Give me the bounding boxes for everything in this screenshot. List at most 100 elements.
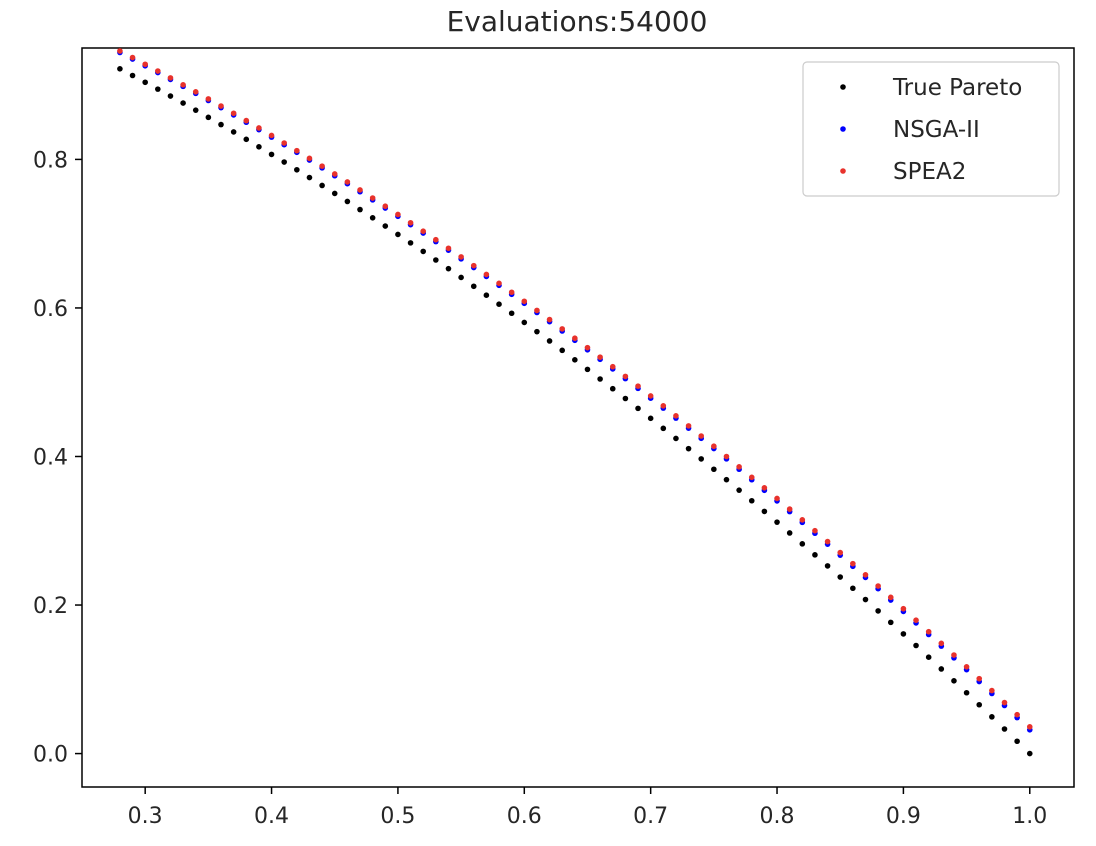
y-tick-label: 0.2	[33, 594, 68, 619]
legend-marker	[840, 168, 846, 174]
data-point	[786, 506, 793, 512]
y-tick-label: 0.6	[33, 297, 68, 322]
legend-label: True Pareto	[892, 75, 1022, 101]
data-point	[294, 147, 300, 154]
data-point	[319, 182, 325, 189]
data-point	[597, 376, 603, 382]
data-point	[774, 495, 780, 502]
x-tick-label: 0.9	[886, 804, 921, 829]
data-point	[458, 254, 464, 260]
data-point	[420, 248, 427, 255]
data-point	[230, 129, 237, 135]
data-point	[521, 298, 528, 305]
data-point	[433, 236, 439, 243]
data-point	[698, 433, 705, 439]
data-point	[331, 190, 338, 197]
data-point	[508, 289, 515, 296]
data-point	[609, 363, 616, 370]
data-point	[951, 678, 957, 684]
data-point	[243, 136, 250, 143]
data-point	[369, 215, 376, 221]
data-point	[218, 103, 224, 109]
data-point	[470, 262, 477, 269]
data-point	[281, 140, 287, 146]
data-point	[306, 155, 313, 162]
data-point	[407, 219, 414, 226]
data-point	[837, 549, 844, 556]
data-point	[660, 425, 667, 432]
data-point	[142, 79, 148, 86]
data-point	[496, 280, 502, 287]
data-point	[268, 151, 275, 158]
data-point	[748, 497, 755, 504]
data-point	[622, 373, 629, 380]
data-point	[925, 654, 932, 660]
data-point	[534, 328, 540, 335]
data-point	[1026, 724, 1033, 730]
data-point	[761, 508, 768, 515]
data-point	[180, 100, 186, 106]
x-tick-label: 0.3	[128, 804, 163, 829]
data-point	[635, 383, 641, 389]
data-point	[572, 357, 578, 363]
data-point	[420, 228, 427, 234]
data-point	[799, 517, 806, 523]
data-point	[218, 121, 224, 128]
y-tick-label: 0.8	[33, 148, 68, 173]
data-point	[989, 687, 995, 694]
data-point	[534, 307, 540, 314]
x-tick-label: 0.6	[507, 804, 542, 829]
data-point	[723, 476, 730, 483]
data-point	[938, 640, 945, 647]
data-point	[344, 198, 351, 205]
data-point	[129, 72, 136, 79]
data-point	[862, 596, 869, 603]
data-point	[205, 114, 212, 121]
data-point	[1001, 699, 1008, 706]
y-tick-label: 0.4	[33, 445, 68, 470]
data-point	[635, 405, 641, 412]
data-point	[887, 619, 894, 626]
data-point	[205, 96, 212, 102]
legend-label: SPEA2	[893, 159, 966, 185]
data-point	[470, 283, 477, 290]
data-point	[458, 274, 464, 281]
data-point	[711, 443, 717, 450]
data-point	[850, 585, 856, 592]
data-point	[647, 393, 654, 399]
axes-frame	[81, 47, 1075, 788]
data-point	[584, 366, 591, 373]
data-point	[609, 385, 616, 392]
chart-title: Evaluations:54000	[447, 5, 708, 38]
data-point	[963, 689, 970, 696]
data-point	[294, 166, 300, 173]
data-point	[875, 583, 881, 589]
data-point	[976, 675, 983, 682]
data-point	[660, 403, 667, 409]
data-point	[913, 617, 919, 623]
data-point	[900, 631, 907, 637]
data-point	[723, 453, 730, 460]
data-point	[622, 395, 629, 402]
data-point	[445, 245, 452, 252]
data-point	[281, 159, 287, 165]
data-point	[685, 445, 692, 452]
data-point	[572, 335, 578, 342]
data-point	[546, 316, 553, 323]
data-point	[736, 487, 742, 493]
data-point	[736, 464, 742, 470]
data-point	[976, 701, 983, 708]
data-point	[395, 211, 401, 218]
x-tick-label: 1.0	[1012, 804, 1047, 829]
data-point	[837, 574, 844, 580]
data-point	[192, 107, 199, 113]
data-point	[433, 257, 439, 263]
data-point	[117, 48, 123, 54]
data-point	[155, 86, 161, 92]
data-point	[673, 435, 679, 442]
data-point	[824, 538, 831, 545]
data-point	[521, 319, 528, 326]
data-point	[382, 223, 389, 229]
data-point	[812, 552, 818, 558]
data-point	[319, 163, 325, 169]
